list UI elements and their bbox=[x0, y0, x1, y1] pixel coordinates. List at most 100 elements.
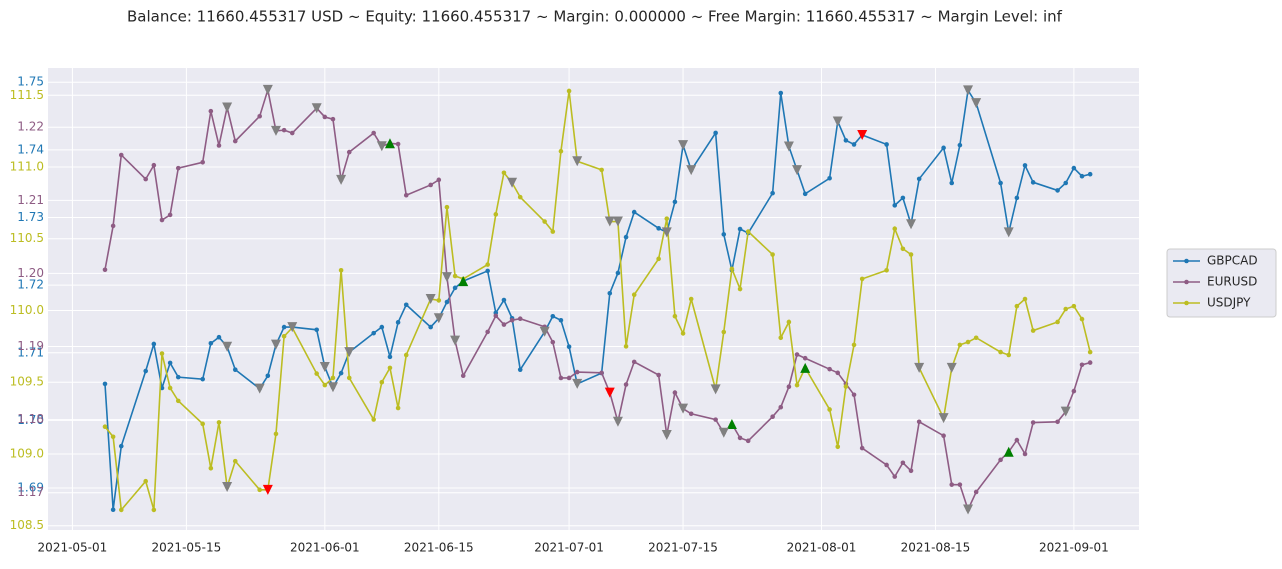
data-point bbox=[387, 354, 393, 360]
y-tick-label: 1.18 bbox=[17, 412, 44, 426]
data-point bbox=[566, 88, 572, 94]
data-point bbox=[151, 162, 157, 168]
y-tick-label: 1.22 bbox=[17, 120, 44, 134]
data-point bbox=[485, 268, 490, 274]
trade-marker bbox=[458, 276, 469, 287]
data-point bbox=[1087, 171, 1093, 177]
data-point bbox=[151, 341, 157, 347]
data-point bbox=[1079, 316, 1085, 322]
trade-marker bbox=[1003, 446, 1014, 457]
data-point bbox=[216, 334, 222, 340]
y-tick-label: 1.17 bbox=[17, 485, 44, 499]
data-point bbox=[110, 223, 116, 229]
x-tick-label: 2021-07-01 bbox=[534, 541, 604, 555]
data-point bbox=[452, 273, 458, 279]
chart-title: Balance: 11660.455317 USD ~ Equity: 1166… bbox=[127, 8, 1063, 26]
data-point bbox=[281, 127, 287, 133]
data-point bbox=[973, 335, 979, 341]
data-point bbox=[175, 165, 181, 171]
trade-marker bbox=[938, 413, 949, 424]
data-point bbox=[884, 142, 889, 147]
x-tick-label: 2021-06-01 bbox=[290, 541, 360, 555]
y-tick-label: 1.21 bbox=[17, 193, 44, 207]
data-point bbox=[941, 433, 946, 438]
data-point bbox=[664, 216, 670, 221]
data-point bbox=[493, 313, 499, 319]
data-point bbox=[371, 330, 376, 336]
data-point bbox=[827, 366, 832, 372]
legend-dot bbox=[1184, 300, 1189, 306]
y-tick-label: 108.5 bbox=[10, 518, 44, 532]
series-line bbox=[104, 88, 1091, 510]
data-point bbox=[550, 313, 556, 319]
x-tick-label: 2021-05-01 bbox=[38, 541, 108, 555]
data-point bbox=[395, 320, 401, 325]
data-point bbox=[558, 318, 564, 323]
trade-marker bbox=[254, 383, 265, 394]
data-point bbox=[623, 382, 629, 387]
data-point bbox=[1014, 303, 1020, 309]
trade-marker bbox=[572, 378, 583, 389]
data-point bbox=[1063, 306, 1069, 312]
data-point bbox=[452, 285, 458, 291]
data-point bbox=[1071, 388, 1077, 394]
y-tick-label: 1.19 bbox=[17, 339, 44, 353]
trade-marker bbox=[612, 216, 623, 227]
data-point bbox=[827, 407, 832, 412]
data-point bbox=[167, 212, 173, 218]
trade-marker bbox=[327, 382, 338, 393]
trade-marker bbox=[726, 419, 737, 430]
data-point bbox=[713, 130, 718, 136]
data-point bbox=[501, 297, 507, 303]
data-point bbox=[1022, 296, 1028, 302]
data-point bbox=[338, 268, 344, 273]
data-point bbox=[998, 180, 1003, 186]
y-tick-label: 1.72 bbox=[17, 278, 44, 292]
data-point bbox=[916, 176, 922, 182]
y-tick-label: 1.71 bbox=[17, 345, 44, 359]
data-point bbox=[1014, 195, 1020, 201]
data-point bbox=[566, 344, 572, 349]
data-point bbox=[1055, 419, 1060, 425]
data-point bbox=[314, 327, 319, 333]
trade-marker bbox=[800, 362, 811, 373]
data-point bbox=[656, 372, 661, 378]
data-point bbox=[794, 352, 800, 357]
data-point bbox=[770, 190, 775, 196]
data-point bbox=[957, 342, 963, 348]
x-tick-label: 2021-05-15 bbox=[152, 541, 222, 555]
trade-marker bbox=[946, 362, 957, 373]
data-point bbox=[672, 390, 678, 395]
data-point bbox=[346, 149, 352, 155]
trade-marker bbox=[1003, 227, 1014, 238]
trade-marker bbox=[507, 177, 518, 188]
data-point bbox=[794, 382, 800, 388]
data-point bbox=[395, 405, 401, 411]
data-point bbox=[892, 226, 898, 231]
data-point bbox=[656, 256, 661, 262]
data-point bbox=[916, 419, 922, 425]
data-point bbox=[444, 299, 450, 305]
data-point bbox=[542, 219, 547, 224]
data-point bbox=[957, 482, 963, 487]
trade-marker bbox=[319, 361, 330, 372]
trade-marker bbox=[678, 403, 689, 414]
data-point bbox=[257, 113, 262, 119]
data-point bbox=[1087, 349, 1093, 355]
data-point bbox=[680, 331, 686, 336]
trade-marker bbox=[971, 98, 982, 109]
data-point bbox=[330, 375, 336, 381]
data-point bbox=[623, 234, 629, 240]
data-point bbox=[615, 270, 621, 276]
data-point bbox=[159, 217, 165, 223]
trade-marker bbox=[661, 227, 672, 238]
data-point bbox=[778, 335, 784, 341]
data-point bbox=[1022, 163, 1028, 168]
legend-label: EURUSD bbox=[1207, 275, 1257, 289]
y-tick-label: 109.5 bbox=[10, 375, 44, 389]
data-point bbox=[501, 322, 507, 327]
data-point bbox=[884, 462, 889, 468]
data-point bbox=[460, 373, 466, 379]
y-tick-label: 1.69 bbox=[17, 481, 44, 495]
